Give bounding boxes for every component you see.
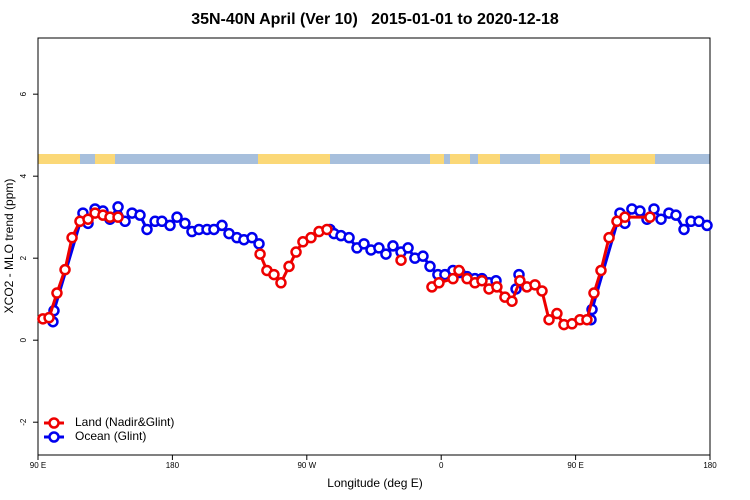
data-point (305, 231, 317, 244)
data-point (268, 268, 280, 281)
data-point (402, 242, 414, 254)
x-tick-label: 0 (439, 461, 444, 470)
data-point (216, 219, 228, 232)
data-point (644, 211, 656, 223)
data-point (476, 274, 488, 287)
data-point (321, 223, 333, 236)
data-point (678, 223, 690, 236)
data-point (603, 231, 615, 244)
data-point (536, 285, 548, 297)
chart-title: 35N-40N April (Ver 10) 2015-01-01 to 202… (191, 11, 559, 28)
data-point (179, 217, 191, 230)
y-tick-label: 4 (19, 173, 28, 178)
data-point (634, 205, 646, 217)
data-point (595, 264, 607, 277)
data-point (433, 277, 445, 289)
y-tick-label: 2 (19, 255, 28, 260)
data-point (453, 264, 465, 277)
series-line (42, 211, 119, 321)
data-point (358, 238, 370, 250)
x-tick-label: 90 E (30, 461, 46, 470)
data-point (373, 242, 385, 254)
data-point (164, 219, 176, 232)
data-point (283, 260, 295, 273)
data-point (514, 274, 526, 287)
data-point (491, 281, 503, 293)
data-point (588, 287, 600, 299)
x-tick-label: 90 E (567, 461, 583, 470)
data-point (701, 219, 713, 232)
data-point (134, 209, 146, 221)
data-point (380, 248, 392, 260)
y-tick-label: -2 (19, 418, 28, 426)
legend-marker (48, 431, 60, 443)
y-axis-label: XCO2 - MLO trend (ppm) (2, 179, 16, 314)
x-tick-label: 180 (703, 461, 717, 470)
data-point (417, 250, 429, 262)
data-point (387, 240, 399, 252)
legend-marker (48, 417, 60, 429)
data-point (290, 246, 302, 258)
y-tick-label: 0 (19, 337, 28, 342)
data-point (112, 201, 124, 213)
plot-frame (37, 37, 711, 456)
data-point (343, 231, 355, 244)
data-point (447, 272, 459, 285)
data-point (543, 313, 555, 326)
data-point (619, 211, 631, 223)
x-tick-label: 180 (166, 461, 180, 470)
data-point (59, 263, 71, 276)
data-point (141, 223, 153, 236)
data-point (581, 313, 593, 326)
data-point (253, 238, 265, 250)
data-point (171, 211, 183, 223)
x-tick-label: 90 W (297, 461, 316, 470)
data-point (51, 287, 63, 299)
data-point (506, 295, 518, 307)
data-point (82, 213, 94, 225)
data-point (655, 213, 667, 225)
data-point (43, 311, 55, 324)
data-point (112, 211, 124, 223)
x-axis-label: Longitude (deg E) (327, 476, 422, 490)
data-point (670, 209, 682, 221)
legend-label: Land (Nadir&Glint) (75, 415, 174, 429)
data-point (551, 307, 563, 320)
data-point (246, 231, 258, 244)
data-point (66, 231, 78, 244)
data-point (254, 248, 266, 260)
legend-label: Ocean (Glint) (75, 429, 146, 443)
y-tick-label: 6 (19, 91, 28, 96)
data-point (395, 254, 407, 266)
data-point (529, 279, 541, 291)
data-point (275, 277, 287, 289)
data-point (424, 260, 436, 273)
map-strip (38, 154, 710, 164)
